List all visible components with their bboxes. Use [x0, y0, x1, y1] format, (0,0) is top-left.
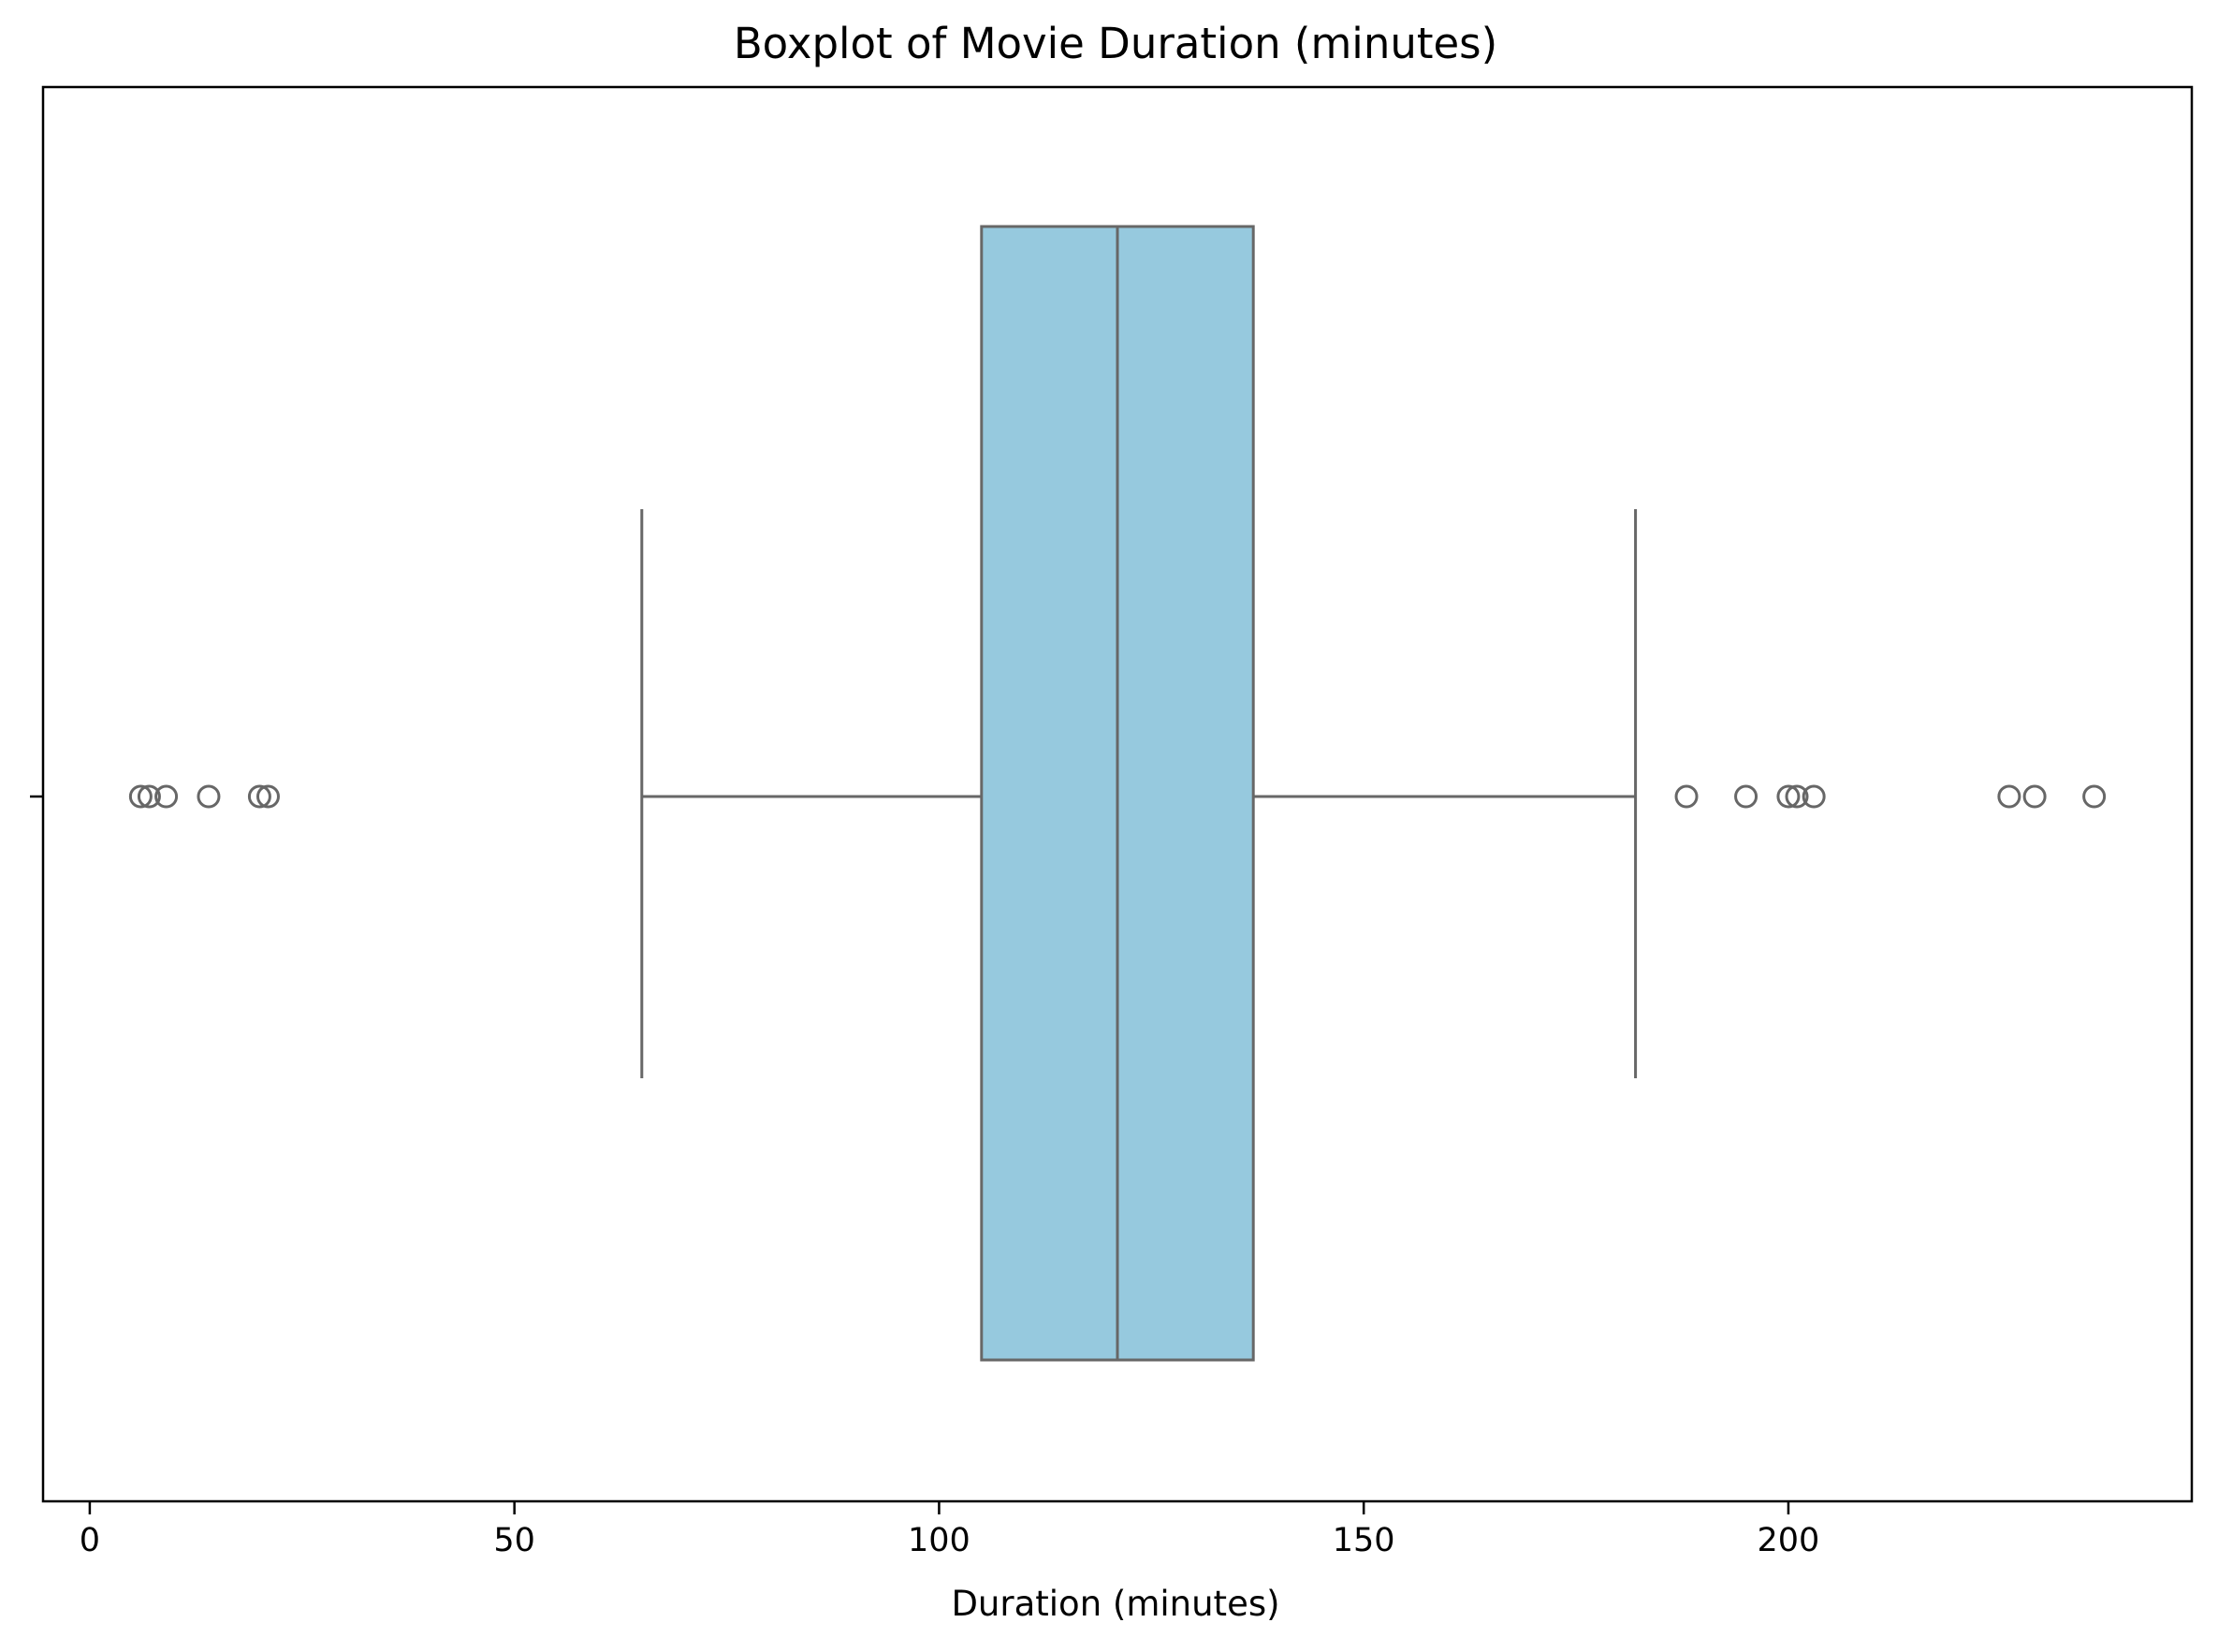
outlier-point [1734, 784, 1758, 809]
x-axis-label: Duration (minutes) [951, 1584, 1279, 1624]
outlier-point [255, 784, 280, 809]
x-tick-label: 0 [80, 1522, 100, 1559]
outlier-point [1802, 784, 1826, 809]
outlier-point [128, 784, 153, 809]
x-tick-label: 100 [908, 1522, 970, 1559]
outlier-point [137, 784, 161, 809]
x-tick-label: 150 [1333, 1522, 1395, 1559]
x-tick-label: 200 [1758, 1522, 1820, 1559]
outlier-point [1674, 784, 1699, 809]
plot-frame [41, 85, 2194, 1503]
x-axis: 0 50 100 150 200 [80, 1501, 1820, 1559]
outlier-point [1776, 784, 1801, 809]
outlier-point [2022, 784, 2047, 809]
outlier-point [197, 784, 221, 809]
chart-title: Boxplot of Movie Duration (minutes) [734, 19, 1497, 68]
plot-marks [128, 225, 2107, 1362]
outlier-point [247, 784, 271, 809]
outlier-point [154, 784, 179, 809]
outlier-point [1785, 784, 1809, 809]
outlier-point [1997, 784, 2021, 809]
x-tick-label: 50 [493, 1522, 535, 1559]
outlier-point [2082, 784, 2107, 809]
